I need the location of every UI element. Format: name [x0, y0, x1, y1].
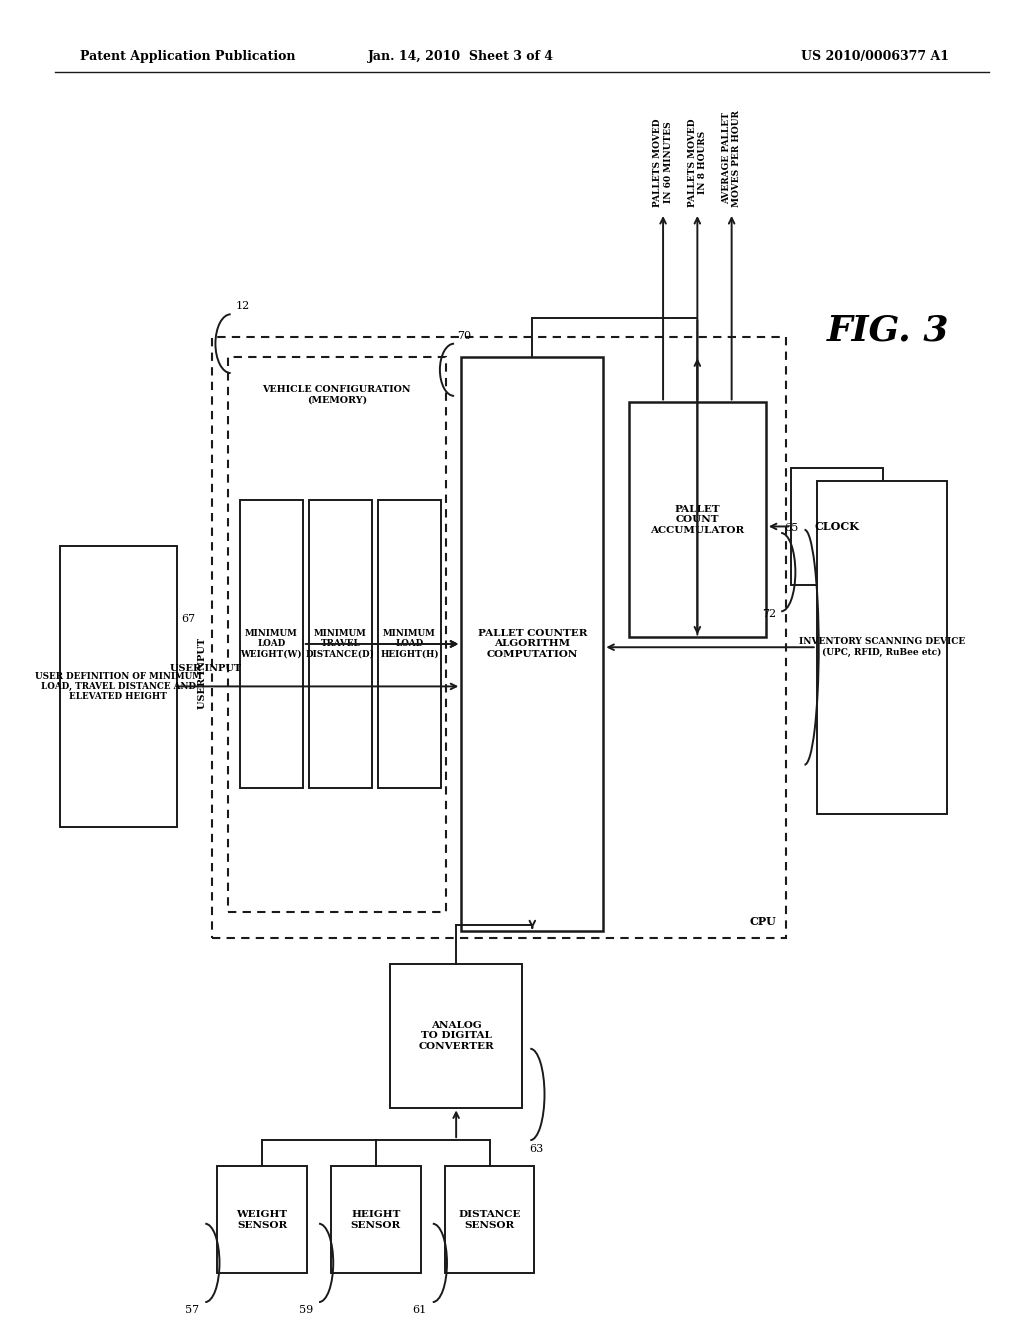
Text: DISTANCE
SENSOR: DISTANCE SENSOR: [459, 1210, 521, 1229]
Bar: [60, 546, 177, 826]
Text: 63: 63: [529, 1144, 544, 1154]
Bar: [390, 964, 522, 1107]
Bar: [217, 1167, 307, 1274]
Text: Patent Application Publication: Patent Application Publication: [80, 50, 296, 63]
Text: MINIMUM
LOAD
HEIGHT(H): MINIMUM LOAD HEIGHT(H): [380, 630, 438, 659]
Text: US 2010/0006377 A1: US 2010/0006377 A1: [801, 50, 949, 63]
Text: 12: 12: [236, 301, 250, 312]
Text: Jan. 14, 2010  Sheet 3 of 4: Jan. 14, 2010 Sheet 3 of 4: [369, 50, 554, 63]
Text: 57: 57: [185, 1304, 200, 1315]
Text: FIG. 3: FIG. 3: [826, 314, 949, 347]
Text: AVERAGE PALLET
MOVES PER HOUR: AVERAGE PALLET MOVES PER HOUR: [722, 110, 741, 206]
Text: VEHICLE CONFIGURATION
(MEMORY): VEHICLE CONFIGURATION (MEMORY): [262, 385, 411, 405]
Text: 70: 70: [457, 331, 471, 341]
Bar: [792, 467, 883, 585]
Bar: [240, 500, 303, 788]
Text: 72: 72: [762, 609, 776, 619]
Text: PALLET
COUNT
ACCUMULATOR: PALLET COUNT ACCUMULATOR: [650, 506, 744, 535]
Text: ANALOG
TO DIGITAL
CONVERTER: ANALOG TO DIGITAL CONVERTER: [418, 1020, 494, 1051]
Bar: [445, 1167, 535, 1274]
Text: 67: 67: [181, 614, 195, 624]
Text: HEIGHT
SENSOR: HEIGHT SENSOR: [351, 1210, 401, 1229]
Text: 59: 59: [299, 1304, 313, 1315]
Bar: [629, 403, 766, 638]
Text: CPU: CPU: [750, 916, 776, 928]
Bar: [461, 356, 603, 931]
Text: USER INPUT: USER INPUT: [170, 664, 241, 673]
Text: USER DEFINITION OF MINIMUM
LOAD, TRAVEL DISTANCE AND
ELEVATED HEIGHT: USER DEFINITION OF MINIMUM LOAD, TRAVEL …: [35, 672, 202, 701]
Text: CLOCK: CLOCK: [814, 521, 859, 532]
Text: MINIMUM
LOAD
WEIGHT(W): MINIMUM LOAD WEIGHT(W): [241, 630, 302, 659]
Bar: [309, 500, 372, 788]
Text: 61: 61: [413, 1304, 427, 1315]
Text: WEIGHT
SENSOR: WEIGHT SENSOR: [237, 1210, 288, 1229]
Text: USER INPUT: USER INPUT: [198, 638, 207, 709]
Bar: [331, 1167, 421, 1274]
Bar: [817, 480, 947, 813]
Bar: [378, 500, 441, 788]
Text: PALLET COUNTER
ALGORITHM
COMPUTATION: PALLET COUNTER ALGORITHM COMPUTATION: [477, 630, 587, 659]
Text: MINIMUM
TRAVEL
DISTANCE(D): MINIMUM TRAVEL DISTANCE(D): [306, 630, 375, 659]
Text: PALLETS MOVED
IN 8 HOURS: PALLETS MOVED IN 8 HOURS: [688, 117, 707, 206]
Text: INVENTORY SCANNING DEVICE
(UPC, RFID, RuBee etc): INVENTORY SCANNING DEVICE (UPC, RFID, Ru…: [799, 638, 965, 657]
Text: 65: 65: [784, 523, 799, 533]
Text: PALLETS MOVED
IN 60 MINUTES: PALLETS MOVED IN 60 MINUTES: [653, 117, 673, 206]
Bar: [212, 337, 786, 937]
Bar: [227, 356, 446, 912]
